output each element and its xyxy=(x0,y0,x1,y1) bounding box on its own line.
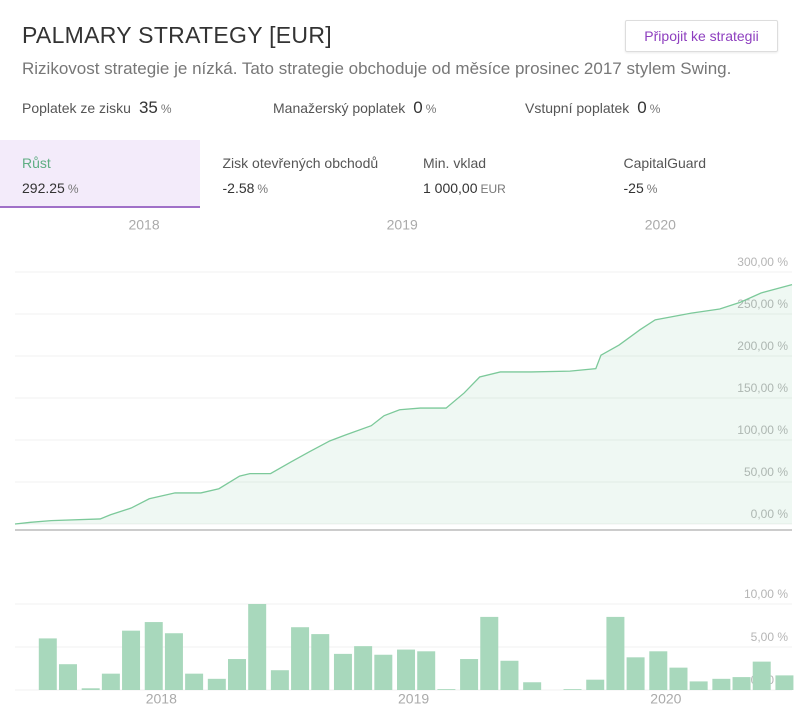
bar xyxy=(311,634,330,690)
y-tick-label: 250,00 % xyxy=(737,297,788,311)
x-tick-label: 2020 xyxy=(645,217,676,233)
bar xyxy=(689,681,708,690)
fee-value: 35 xyxy=(138,98,158,117)
bar xyxy=(144,622,163,690)
area xyxy=(15,284,792,524)
stat-label: Min. vklad xyxy=(423,155,487,171)
bar xyxy=(712,678,731,690)
stat-value: -2.58 xyxy=(222,180,255,196)
y-tick-label: 300,00 % xyxy=(737,255,788,269)
y-tick-label: 0,00 % xyxy=(751,507,789,521)
title: PALMARY STRATEGY [EUR] xyxy=(22,22,332,48)
bar xyxy=(460,659,479,690)
bar xyxy=(270,670,289,690)
bar xyxy=(626,657,645,690)
bar xyxy=(775,675,794,690)
bar xyxy=(228,659,246,690)
x-tick-label: 2020 xyxy=(650,691,681,707)
fee-label: Manažerský poplatek xyxy=(273,100,406,116)
bar xyxy=(606,616,625,690)
bar xyxy=(397,649,416,690)
bar xyxy=(291,627,310,690)
bar xyxy=(480,616,499,690)
join-button[interactable]: Připojit ke strategii xyxy=(625,20,778,52)
bar xyxy=(38,638,57,690)
stat-unit: EUR xyxy=(480,182,506,196)
y-tick-label: 100,00 % xyxy=(737,423,788,437)
x-tick-label: 2018 xyxy=(146,691,177,707)
stat-value-row: 292.25% xyxy=(22,180,200,196)
stat-label: Růst xyxy=(22,155,51,171)
bar xyxy=(752,661,771,690)
fee-label: Poplatek ze zisku xyxy=(22,100,131,116)
equity-line xyxy=(14,283,793,525)
bar xyxy=(185,673,204,690)
bar xyxy=(586,679,605,690)
stat-value-row: -25% xyxy=(624,180,800,196)
stat-value: -25 xyxy=(623,180,644,196)
subtitle: Rizikovost strategie je nízká. Tato stra… xyxy=(22,59,732,78)
fee: Vstupní poplatek 0% xyxy=(525,98,660,118)
bar xyxy=(101,673,120,690)
fee-value: 0 xyxy=(637,98,647,117)
fee-unit: % xyxy=(649,102,661,116)
x-tick-label: 2018 xyxy=(128,217,159,233)
x-tick-label: 2019 xyxy=(387,217,418,233)
stat-unit: % xyxy=(257,182,269,196)
y-tick-label: 50,00 % xyxy=(744,465,788,479)
bar xyxy=(732,677,751,690)
y-tick-label: 10,00 % xyxy=(744,587,788,601)
stat-tab[interactable]: Růst 292.25% xyxy=(0,140,200,208)
bar xyxy=(523,682,542,690)
bar xyxy=(164,633,183,690)
stat-value: 1 000,00 xyxy=(423,180,478,196)
bar xyxy=(248,604,267,690)
stat-tab[interactable]: CapitalGuard -25% xyxy=(602,140,800,208)
stat-value-row: 1 000,00 EUR xyxy=(423,180,601,196)
stat-value: 292.25 xyxy=(22,180,65,196)
bar xyxy=(649,651,668,690)
y-tick-label: 5,00 % xyxy=(751,630,789,644)
stat-value-row: -2.58% xyxy=(223,180,401,196)
stat-tab[interactable]: Min. vklad 1 000,00 EUR xyxy=(401,140,601,208)
bar xyxy=(122,630,141,690)
bar xyxy=(58,664,77,690)
y-tick-label: 150,00 % xyxy=(737,381,788,395)
bar xyxy=(417,651,436,690)
stat-unit: % xyxy=(67,182,79,196)
stat-unit: % xyxy=(646,182,658,196)
fee-unit: % xyxy=(425,102,437,116)
bar xyxy=(333,653,352,690)
stat-tab[interactable]: Zisk otevřených obchodů -2.58% xyxy=(201,140,401,208)
bar xyxy=(437,689,456,690)
stat-label: Zisk otevřených obchodů xyxy=(222,155,379,171)
fee-label: Vstupní poplatek xyxy=(525,100,630,116)
fee-value: 0 xyxy=(413,98,423,117)
y-tick-label: 200,00 % xyxy=(737,339,788,353)
stat-label: CapitalGuard xyxy=(623,155,707,171)
bar xyxy=(207,678,226,690)
fee: Poplatek ze zisku 35% xyxy=(22,98,172,118)
bar xyxy=(669,667,688,690)
x-tick-label: 2019 xyxy=(398,691,429,707)
bar xyxy=(81,688,100,690)
fee-unit: % xyxy=(160,102,172,116)
bar xyxy=(563,689,582,690)
fee: Manažerský poplatek 0% xyxy=(273,98,436,118)
bar xyxy=(354,646,373,690)
bar xyxy=(374,654,393,690)
bar xyxy=(500,660,519,690)
